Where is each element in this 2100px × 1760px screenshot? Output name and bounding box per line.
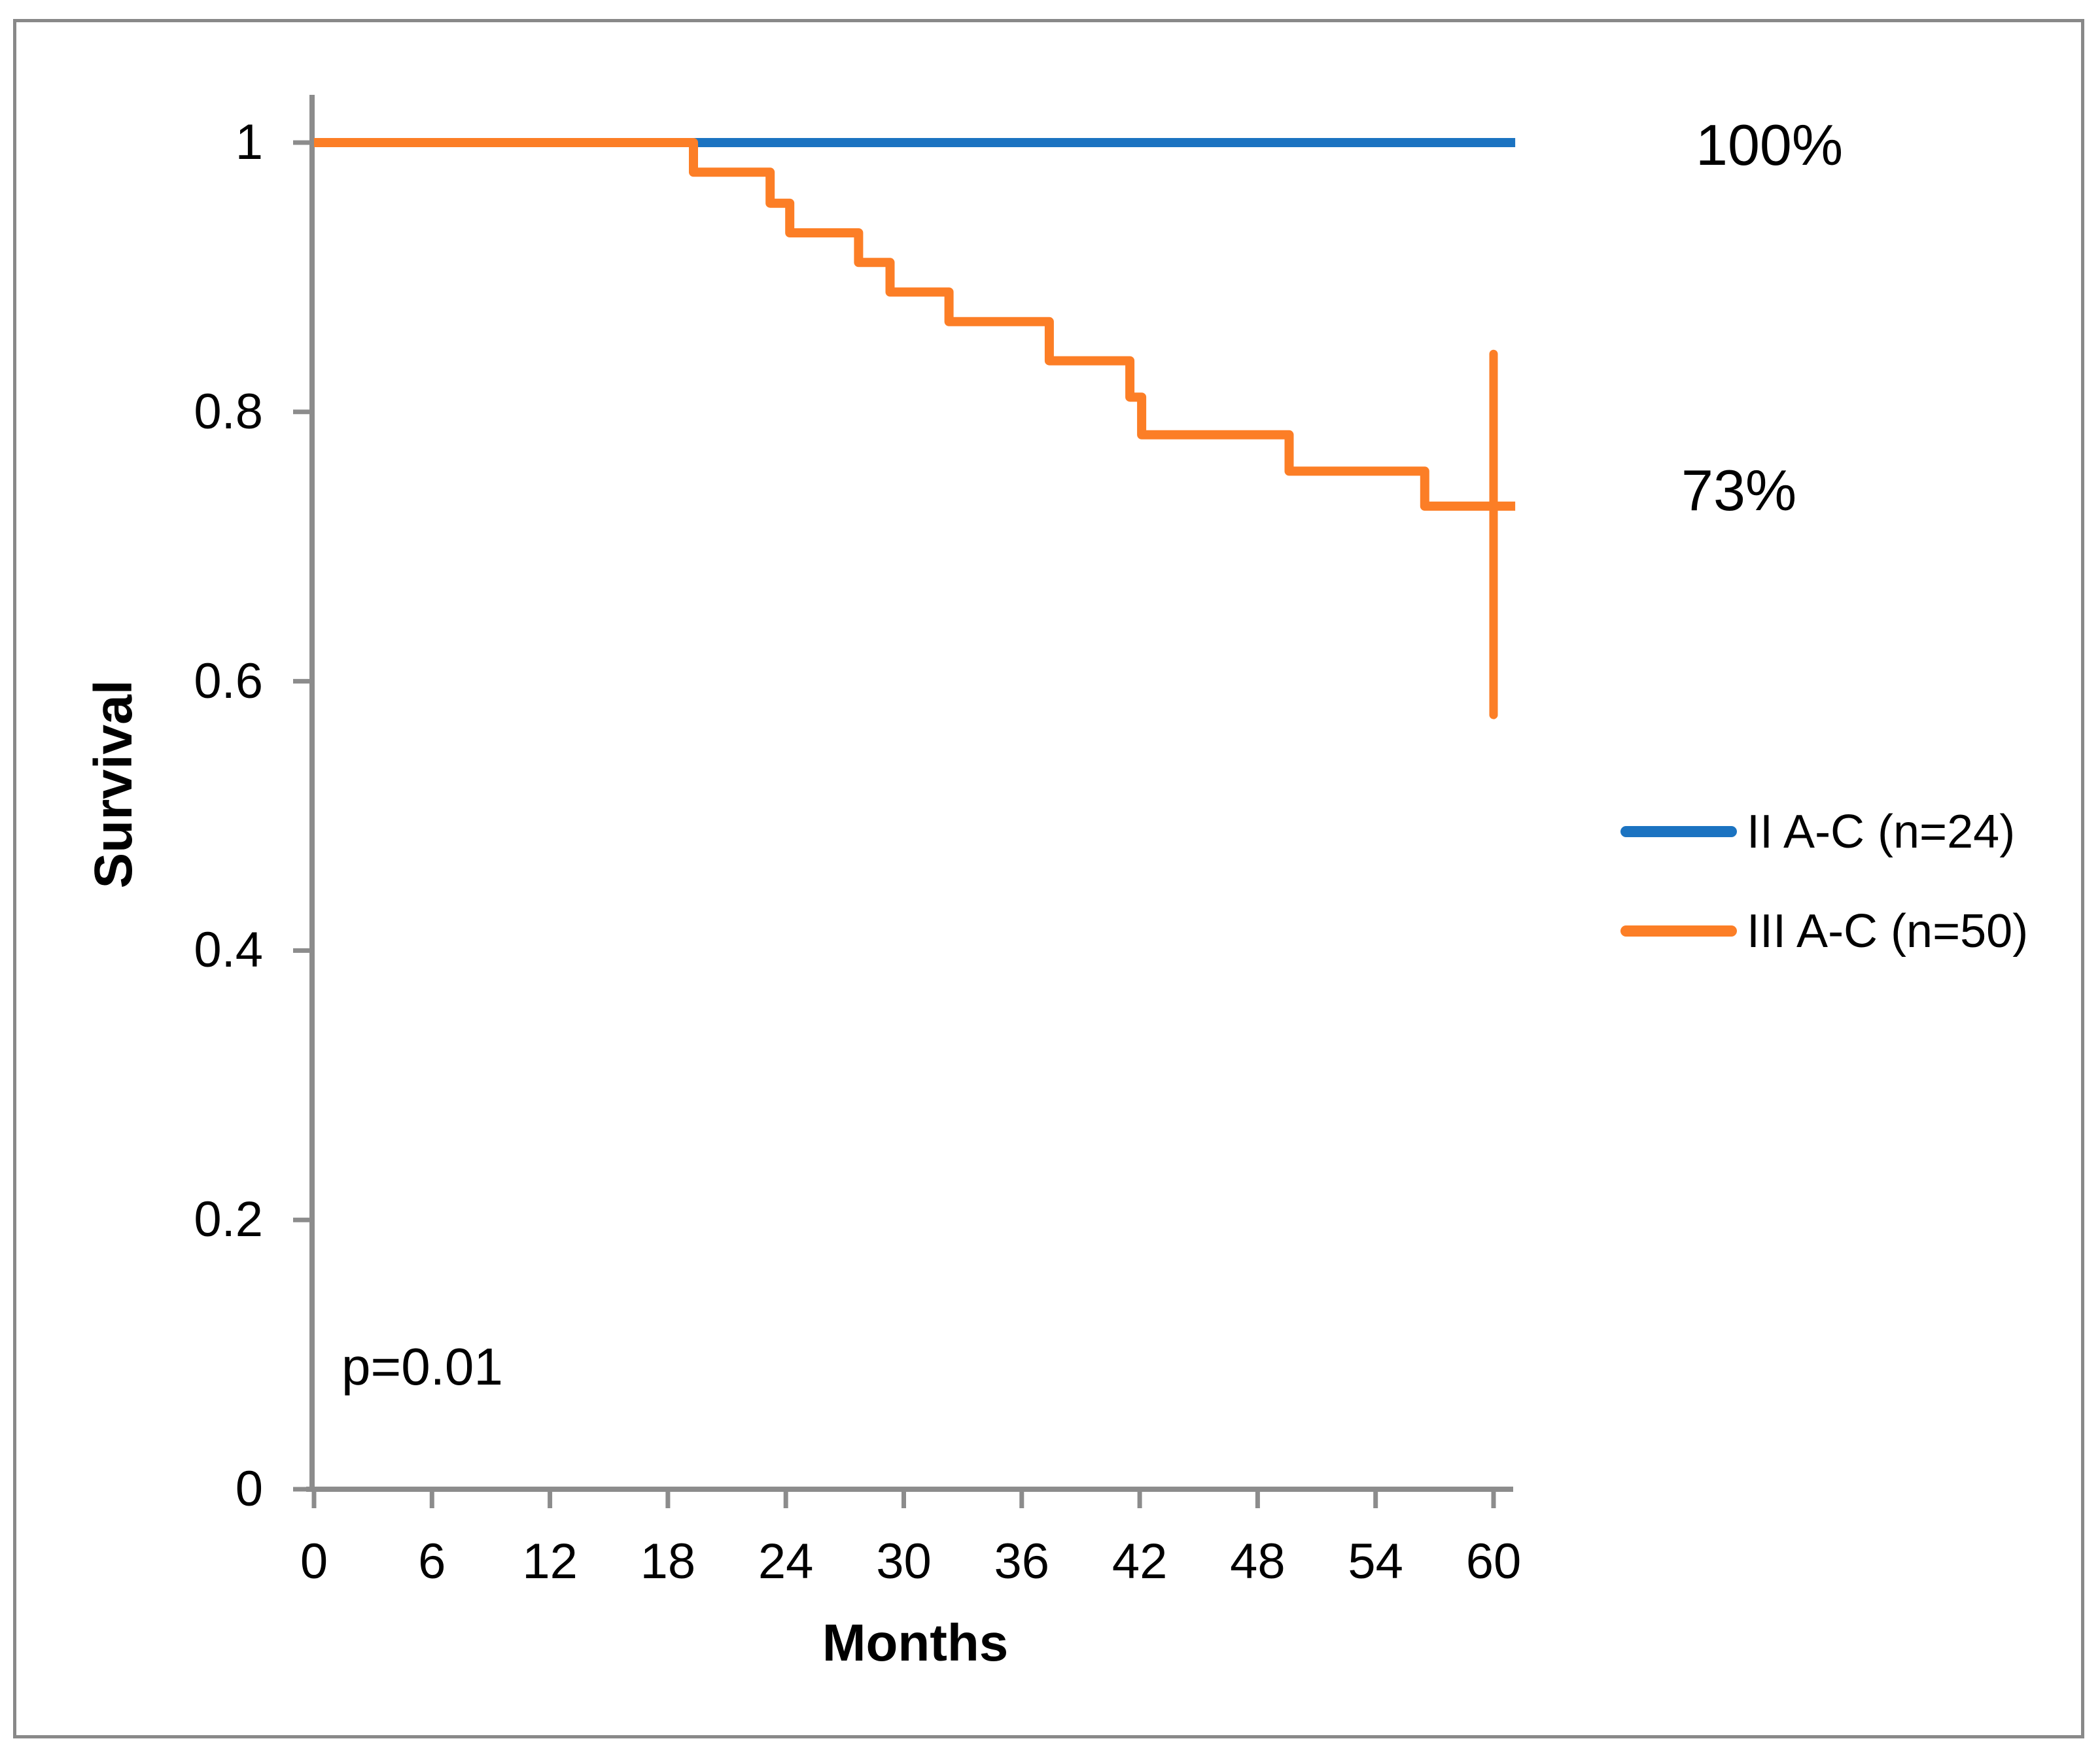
y-tick-label-0.8: 0.8: [194, 383, 263, 440]
x-tick-label-54: 54: [1348, 1534, 1403, 1589]
y-tick-label-0.4: 0.4: [194, 922, 263, 978]
annotation-100-percent: 100%: [1696, 112, 1844, 177]
legend-line-orange: [1620, 925, 1737, 937]
x-tick-label-48: 48: [1230, 1534, 1286, 1589]
x-tick-label-36: 36: [994, 1534, 1050, 1589]
x-tick-label-18: 18: [640, 1534, 696, 1589]
x-tick-label-0: 0: [300, 1534, 328, 1589]
series-line-IIIAC: [314, 138, 1516, 511]
legend-label-blue: II A-C (n=24): [1747, 806, 2016, 858]
y-tick-label-0: 0: [235, 1461, 263, 1517]
x-tick-label-30: 30: [876, 1534, 932, 1589]
y-tick-label-1: 1: [235, 114, 263, 170]
legend-line-blue: [1620, 826, 1737, 837]
x-tick-label-12: 12: [522, 1534, 578, 1589]
x-tick-label-42: 42: [1111, 1534, 1168, 1589]
y-tick-label-0.6: 0.6: [194, 653, 263, 709]
y-tick-label-0.2: 0.2: [194, 1192, 263, 1248]
annotation-73-percent: 73%: [1681, 458, 1797, 523]
x-tick-label-60: 60: [1465, 1534, 1522, 1589]
legend-label-orange: III A-C (n=50): [1747, 905, 2029, 958]
y-axis-title: Survival: [84, 680, 143, 889]
p-value-annotation: p=0.01: [341, 1337, 503, 1396]
chart-border: [13, 19, 2084, 1738]
x-tick-label-24: 24: [758, 1534, 814, 1589]
x-tick-label-6: 6: [418, 1534, 446, 1589]
x-axis-title: Months: [822, 1613, 1009, 1672]
